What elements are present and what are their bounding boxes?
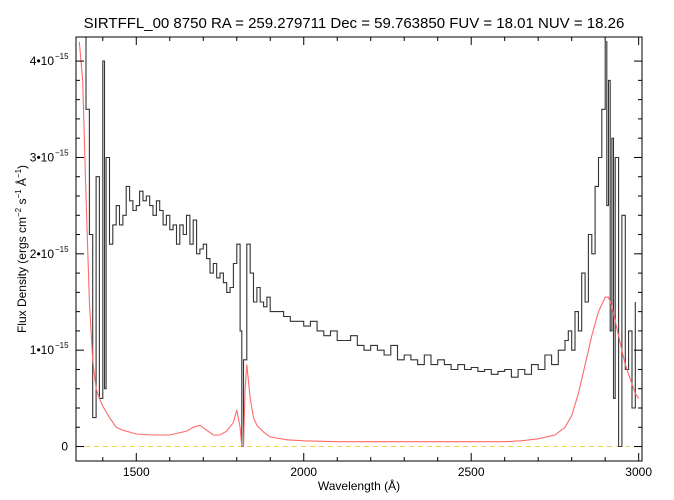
y-tick-mantissa: 3•10 <box>30 150 55 164</box>
y-tick-label: 2•10 <box>30 247 55 261</box>
y-tick-exponent: −15 <box>55 148 69 157</box>
y-tick-label: 4•10 <box>30 54 55 68</box>
x-axis-label: Wavelength (Å) <box>318 478 400 493</box>
x-tick-label: 1500 <box>123 465 150 479</box>
x-tick-label: 2500 <box>458 465 485 479</box>
y-tick-exponent: −15 <box>55 245 69 254</box>
series-line-1 <box>85 37 636 448</box>
y-tick-mantissa: 2•10 <box>30 247 55 261</box>
y-axis-label-part-2: s <box>15 199 29 208</box>
y-tick-mantissa: 1•10 <box>30 343 55 357</box>
plot-frame <box>75 36 643 462</box>
y-tick-mantissa: 0 <box>61 440 68 454</box>
y-axis-label-part-3: Å <box>14 178 29 189</box>
series-line-2 <box>78 41 640 448</box>
x-tick-label: 2000 <box>290 465 317 479</box>
x-tick-label: 3000 <box>625 465 652 479</box>
y-axis-label-exp-3: −1 <box>14 168 23 178</box>
y-tick-label: 0 <box>61 440 68 454</box>
y-axis-label-part-1: Flux Density (ergs cm <box>15 217 29 333</box>
y-axis-label-exp-2: −1 <box>14 189 23 199</box>
y-tick-mantissa: 4•10 <box>30 54 55 68</box>
y-tick-label: 1•10 <box>30 343 55 357</box>
y-axis-label-part-4: ) <box>15 165 29 169</box>
y-tick-label: 3•10 <box>30 150 55 164</box>
y-axis-label-exp-1: −2 <box>14 207 23 217</box>
chart-title: SIRTFFL_00 8750 RA = 259.279711 Dec = 59… <box>84 15 625 32</box>
y-axis-label: Flux Density (ergs cm−2 s−1 Å−1) <box>14 165 29 333</box>
y-tick-exponent: −15 <box>55 52 69 61</box>
y-tick-exponent: −15 <box>55 341 69 350</box>
